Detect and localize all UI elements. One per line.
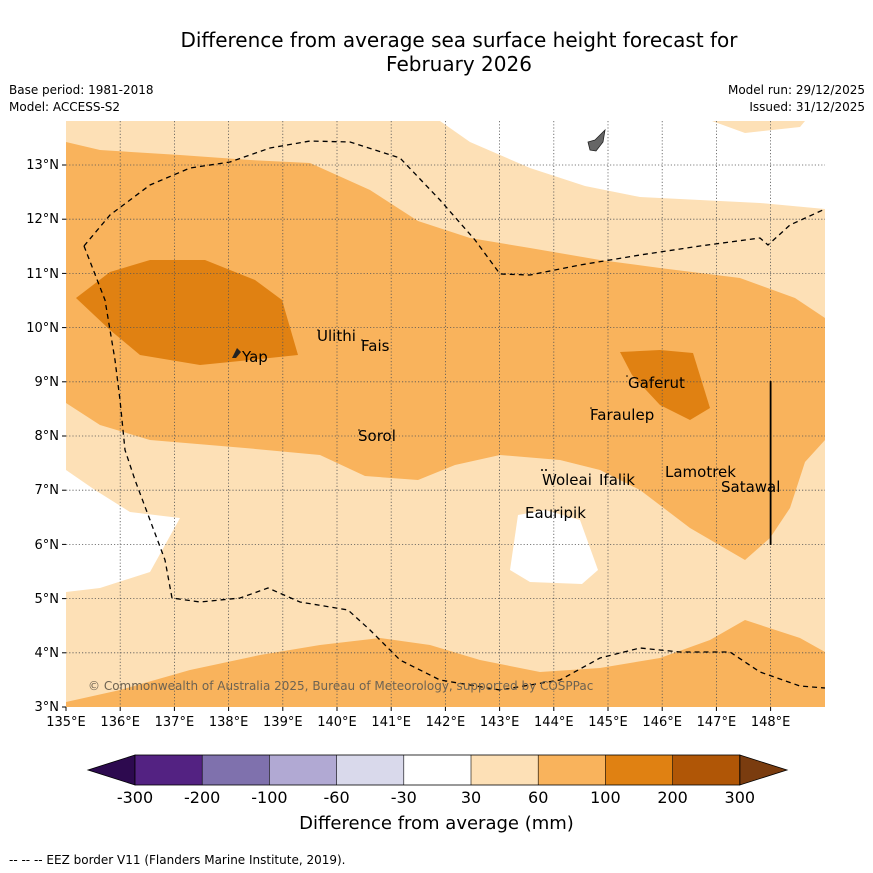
lat-label: 3°N [35,700,60,715]
colorbar: -300 -200 -100 -60 -30 30 60 100 200 300 [86,754,789,807]
lon-label: 135°E [46,715,86,730]
woleai-island-dot [541,469,543,471]
colorbar-tick-label: -100 [251,788,287,807]
place-label-sorol: Sorol [358,427,396,445]
colorbar-segment [135,755,203,785]
colorbar-tick-label: -300 [117,788,153,807]
colorbar-segment [471,755,539,785]
lon-label: 141°E [371,715,411,730]
base-period: Base period: 1981-2018 [9,83,154,97]
lat-label: 5°N [35,592,60,607]
lat-label: 9°N [35,375,60,390]
colorbar-segment [269,755,337,785]
colorbar-dividers [201,755,673,785]
gaferut-island-dot [626,375,628,377]
lat-label: 6°N [35,538,60,553]
lon-label: 148°E [751,715,791,730]
chart-title-line2: February 2026 [386,52,532,76]
yap-island-shape [232,348,241,358]
colorbar-tick-label: -200 [184,788,220,807]
lon-label: 144°E [534,715,574,730]
band-60-100 [66,142,825,560]
colorbar-segment [336,755,404,785]
chart-title-line1: Difference from average sea surface heig… [180,28,738,52]
eez-border-south [83,245,825,691]
copyright-notice: © Commonwealth of Australia 2025, Bureau… [88,679,593,693]
colorbar-tick-label: 300 [725,788,756,807]
neutral-region-west [66,470,180,592]
colorbar-segment [605,755,673,785]
lat-label: 13°N [26,158,59,173]
lon-label: 142°E [426,715,466,730]
lat-label: 11°N [26,267,59,282]
band-30-60-northeast [712,121,805,133]
place-label-woleai: Woleai [542,471,592,489]
colorbar-extend-high [739,754,789,786]
lon-label: 140°E [317,715,357,730]
colorbar-tick-label: 60 [528,788,548,807]
lat-label: 7°N [35,483,60,498]
colorbar-segment [538,755,606,785]
colorbar-segment [672,755,740,785]
lon-label: 145°E [588,715,628,730]
band-60-100-south [66,620,825,707]
colorbar-segment [403,755,471,785]
lon-ticks [65,707,772,711]
colorbar-tick-label: -60 [324,788,350,807]
colorbar-tick-label: 100 [590,788,621,807]
woleai-island-dot [545,469,547,471]
guam-island-shape [587,128,606,152]
colorbar-tick-label: -30 [391,788,417,807]
eez-legend-note: -- -- -- EEZ border V11 (Flanders Marine… [9,853,346,867]
colorbar-title: Difference from average (mm) [299,813,574,834]
lon-label: 136°E [100,715,140,730]
lon-label: 137°E [155,715,195,730]
fais-island-dot [361,339,363,341]
lon-label: 147°E [697,715,737,730]
model-run: Model run: 29/12/2025 [727,83,865,97]
colorbar-extend-low [86,754,136,786]
place-label-gaferut: Gaferut [628,374,685,392]
model-name: Model: ACCESS-S2 [9,100,121,114]
lat-ticks [62,164,66,708]
band-100-200-gaferut [620,350,710,420]
lon-label: 143°E [480,715,520,730]
lat-label: 8°N [35,429,60,444]
meta-left: Base period: 1981-2018 Model: ACCESS-S2 [9,82,154,116]
colorbar-tick-label: 200 [657,788,688,807]
place-label-fais: Fais [361,337,390,355]
issued-date: Issued: 31/12/2025 [749,100,865,114]
colorbar-ticks: -300 -200 -100 -60 -30 30 60 100 200 300 [117,788,755,807]
eez-border-north [83,140,825,276]
band-100-200-yap [76,260,298,365]
faraulep-island-dot [590,407,592,409]
lat-label: 10°N [26,321,59,336]
chart-title: Difference from average sea surface heig… [0,28,873,76]
place-label-ifalik: Ifalik [599,471,635,489]
lon-label: 146°E [642,715,682,730]
lat-labels: 3°N 4°N 5°N 6°N 7°N 8°N 9°N 10°N 11°N 12… [26,158,59,715]
sorol-island-dot [358,429,360,431]
ulithi-island-dot [317,329,319,331]
lon-label: 138°E [209,715,249,730]
map-plot-area: Yap Ulithi Fais Gaferut Faraulep Sorol W… [66,121,825,707]
lon-label: 139°E [263,715,303,730]
lon-labels: 135°E 136°E 137°E 138°E 139°E 140°E 141°… [46,715,790,730]
meta-right: Model run: 29/12/2025 Issued: 31/12/2025 [728,82,865,116]
lat-label: 4°N [35,646,60,661]
colorbar-tick-label: 30 [461,788,481,807]
colorbar-frame [134,754,741,786]
place-label-lamotrek: Lamotrek [665,463,736,481]
place-label-yap: Yap [241,348,268,366]
lat-label: 12°N [26,212,59,227]
place-label-ulithi: Ulithi [317,327,356,345]
place-label-eauripik: Eauripik [525,504,586,522]
place-label-satawal: Satawal [721,478,780,496]
colorbar-segment [202,755,270,785]
place-label-faraulep: Faraulep [590,406,654,424]
